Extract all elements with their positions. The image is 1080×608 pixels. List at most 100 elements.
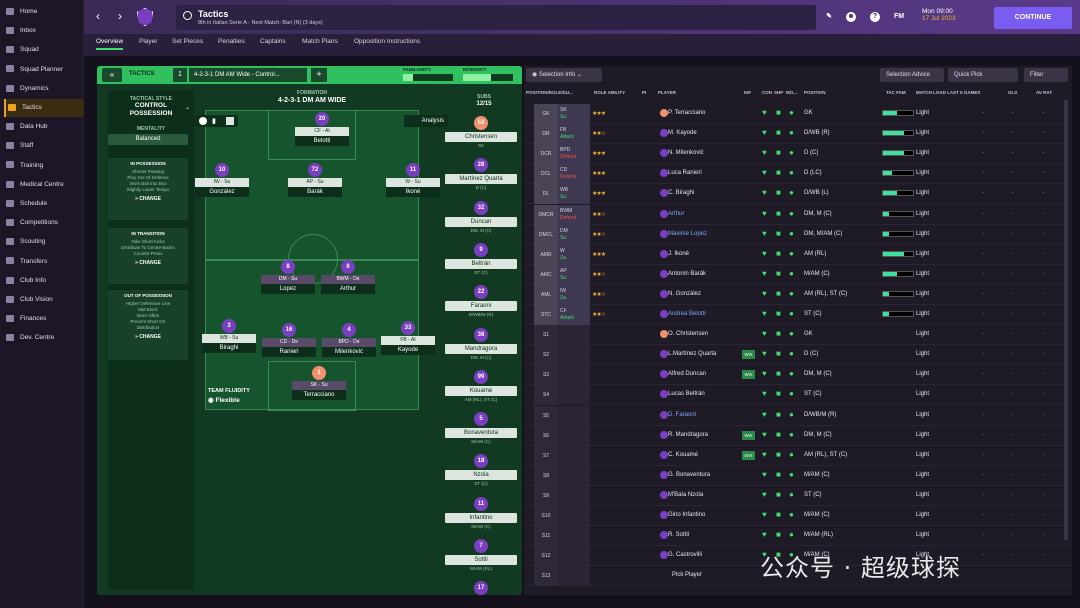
position-cell[interactable]: S3 — [534, 365, 558, 386]
sidebar-item-scouting[interactable]: Scouting — [4, 233, 84, 251]
club-badge-icon[interactable] — [137, 8, 153, 26]
mentality-select[interactable]: Balanced — [108, 134, 188, 145]
skull-icon[interactable]: ☻ — [846, 12, 856, 22]
tab-set-pieces[interactable]: Set Pieces — [172, 38, 204, 45]
table-row[interactable]: S4 Lucas Beltrán ♥ ■ ● ST (C) Light - - - — [524, 385, 1072, 406]
header-5[interactable]: CON — [762, 90, 772, 95]
sub-player[interactable]: 9 Beltrán ST (C) — [445, 242, 517, 285]
change-button[interactable]: » CHANGE — [135, 260, 161, 266]
fm-logo[interactable]: FM — [893, 13, 905, 20]
player-role[interactable]: DM - Su — [261, 275, 315, 284]
player-role[interactable]: IW - Su — [195, 178, 249, 187]
player-name[interactable]: D. Faraoni — [668, 411, 697, 418]
sub-player[interactable]: 17 — [445, 581, 517, 595]
table-row[interactable]: DMCL DM Su ★★☆ Maxime Lopez ♥ ■ ● DM, M/AM (C) Li… — [524, 224, 1072, 245]
tab-match-plans[interactable]: Match Plans — [302, 38, 338, 45]
player-name[interactable]: Alfred Duncan — [668, 371, 707, 378]
player-name[interactable]: M. Kayode — [668, 130, 697, 137]
sidebar-item-dev-centre[interactable]: Dev. Centre — [4, 329, 84, 347]
pitch-player[interactable]: 6 BWM - De Arthur — [321, 260, 375, 294]
position-cell[interactable]: S1 — [534, 325, 558, 346]
position-cell[interactable]: AML — [534, 284, 558, 305]
sub-player[interactable]: 38 Mandragora DM, M (C) — [445, 327, 517, 370]
analysis-button[interactable]: Analysis — [404, 115, 448, 127]
stats-view-icon[interactable]: ▮ — [212, 118, 216, 125]
tab-overview[interactable]: Overview — [96, 38, 124, 50]
formation-name[interactable]: 4-2-3-1 DM AM WIDE — [277, 97, 347, 104]
player-name[interactable]: Pick Player — [672, 572, 703, 579]
sidebar-item-schedule[interactable]: Schedule — [4, 195, 84, 213]
pitch-player[interactable]: 20 CF - At Belotti — [295, 112, 349, 146]
tab-player[interactable]: Player — [139, 38, 158, 45]
pitch-player[interactable]: 4 BPD - De Milenković — [322, 323, 376, 357]
tab-captains[interactable]: Captains — [260, 38, 286, 45]
pitch-player[interactable]: 11 W - Su Ikoné — [386, 163, 440, 197]
sidebar-item-home[interactable]: Home — [4, 3, 84, 21]
position-cell[interactable]: S10 — [534, 506, 558, 526]
date-display[interactable]: Mon 09:00 17 Jul 2023 — [922, 8, 987, 28]
position-cell[interactable]: AMR — [534, 244, 558, 265]
player-name[interactable]: Antonín Barák — [668, 270, 707, 277]
player-name[interactable]: O. Christensen — [668, 331, 709, 338]
sidebar-item-finances[interactable]: Finances — [4, 310, 84, 328]
position-cell[interactable]: STC — [534, 305, 558, 325]
header-11[interactable]: GLS — [1008, 90, 1018, 95]
role-cell[interactable]: W Su — [558, 244, 590, 265]
player-role[interactable]: BPD - De — [322, 338, 376, 347]
player-name[interactable]: C. Biraghi — [668, 190, 695, 197]
sidebar-item-squad[interactable]: Squad — [4, 41, 84, 59]
position-cell[interactable]: GK — [534, 104, 558, 124]
role-cell[interactable]: CD Defend — [558, 164, 590, 185]
chevron-down-icon[interactable]: ⌄ — [184, 105, 190, 111]
help-icon[interactable]: ? — [870, 12, 880, 22]
table-row[interactable]: S11 R. Sottil ♥ ■ ● M/AM (RL) Light - - - — [524, 526, 1072, 547]
role-cell[interactable]: SK Su — [558, 104, 590, 124]
formation-select[interactable]: 4-2-3-1 DM AM Wide - Control... — [189, 68, 307, 82]
back-button[interactable]: ‹ — [96, 9, 100, 23]
header-3[interactable]: PLAYER — [658, 90, 676, 95]
sidebar-item-dynamics[interactable]: Dynamics — [4, 80, 84, 98]
header-12[interactable]: AV RAT — [1036, 90, 1053, 95]
position-cell[interactable]: S12 — [534, 546, 558, 567]
role-cell[interactable]: WB Su — [558, 184, 590, 205]
table-row[interactable]: DL WB Su ★★★ C. Biraghi ♥ ■ ● D/WB (L) Light - - - — [524, 184, 1072, 205]
header-6[interactable]: SHP — [774, 90, 784, 95]
header-10[interactable]: MATCH LOAD LAST 5 GAMES — [916, 90, 981, 95]
sub-player[interactable]: 7 Sottil M/AM (RL) — [445, 539, 517, 581]
player-name[interactable]: M'Bala Nzola — [668, 491, 704, 498]
pitch-player[interactable]: 1 SK - Su Terracciano — [292, 366, 346, 400]
sidebar-item-training[interactable]: Training — [4, 157, 84, 175]
position-cell[interactable]: DMCL — [534, 224, 558, 245]
table-row[interactable]: S5 D. Faraoni ♥ ■ ● D/WB/M (R) Light - - - — [524, 405, 1072, 426]
player-name[interactable]: Andrea Belotti — [668, 311, 706, 317]
view-mode-icon[interactable] — [199, 117, 207, 125]
pitch-player[interactable]: 3 WB - Su Biraghi — [202, 319, 256, 353]
position-cell[interactable]: S4 — [534, 385, 558, 406]
sub-player[interactable]: 5 Bonaventura M/AM (C) — [445, 412, 517, 454]
pitch-view-icon[interactable] — [226, 117, 234, 125]
table-row[interactable]: DCL CD Defend ★★★ Luca Ranieri ♥ ■ ● D (LC) Light… — [524, 164, 1072, 185]
player-name[interactable]: N. Milenković — [668, 150, 704, 157]
position-cell[interactable]: S7 — [534, 445, 558, 466]
table-row[interactable]: DCR BPD Defend ★★★ N. Milenković ♥ ■ ● D (C) Ligh… — [524, 144, 1072, 165]
sidebar-item-club-vision[interactable]: Club Vision — [4, 291, 84, 309]
tactical-style-title[interactable]: CONTROL POSSESSION — [129, 102, 173, 117]
position-cell[interactable]: S5 — [534, 405, 558, 426]
role-cell[interactable]: DM Su — [558, 224, 590, 245]
sub-player[interactable]: 99 Kouamé AM (RL), ST (C) — [445, 369, 517, 412]
pitch-player[interactable]: 72 AP - Su Barák — [288, 163, 342, 197]
position-cell[interactable]: DCR — [534, 144, 558, 165]
collapse-button[interactable]: « — [102, 68, 122, 82]
sidebar-item-transfers[interactable]: Transfers — [4, 253, 84, 271]
table-row[interactable]: S9 M'Bala Nzola ♥ ■ ● ST (C) Light - - - — [524, 485, 1072, 506]
player-role[interactable]: BWM - De — [321, 275, 375, 284]
table-row[interactable]: S3 Alfred Duncan Wnt ♥ ■ ● DM, M (C) Light - - - — [524, 365, 1072, 386]
player-role[interactable]: FB - At — [381, 336, 435, 345]
table-row[interactable]: GK SK Su ★★★ P. Terracciano ♥ ■ ● GK Light - - - — [524, 104, 1072, 124]
player-name[interactable]: P. Terracciano — [668, 110, 706, 116]
sidebar-item-squad-planner[interactable]: Squad Planner — [4, 61, 84, 79]
pitch-player[interactable]: 16 CD - De Ranieri — [262, 323, 316, 357]
position-cell[interactable]: S8 — [534, 465, 558, 486]
table-row[interactable]: S13 Pick Player — [524, 566, 1072, 587]
table-row[interactable]: S10 Gino Infantino ♥ ■ ● M/AM (C) Light - - - — [524, 506, 1072, 526]
